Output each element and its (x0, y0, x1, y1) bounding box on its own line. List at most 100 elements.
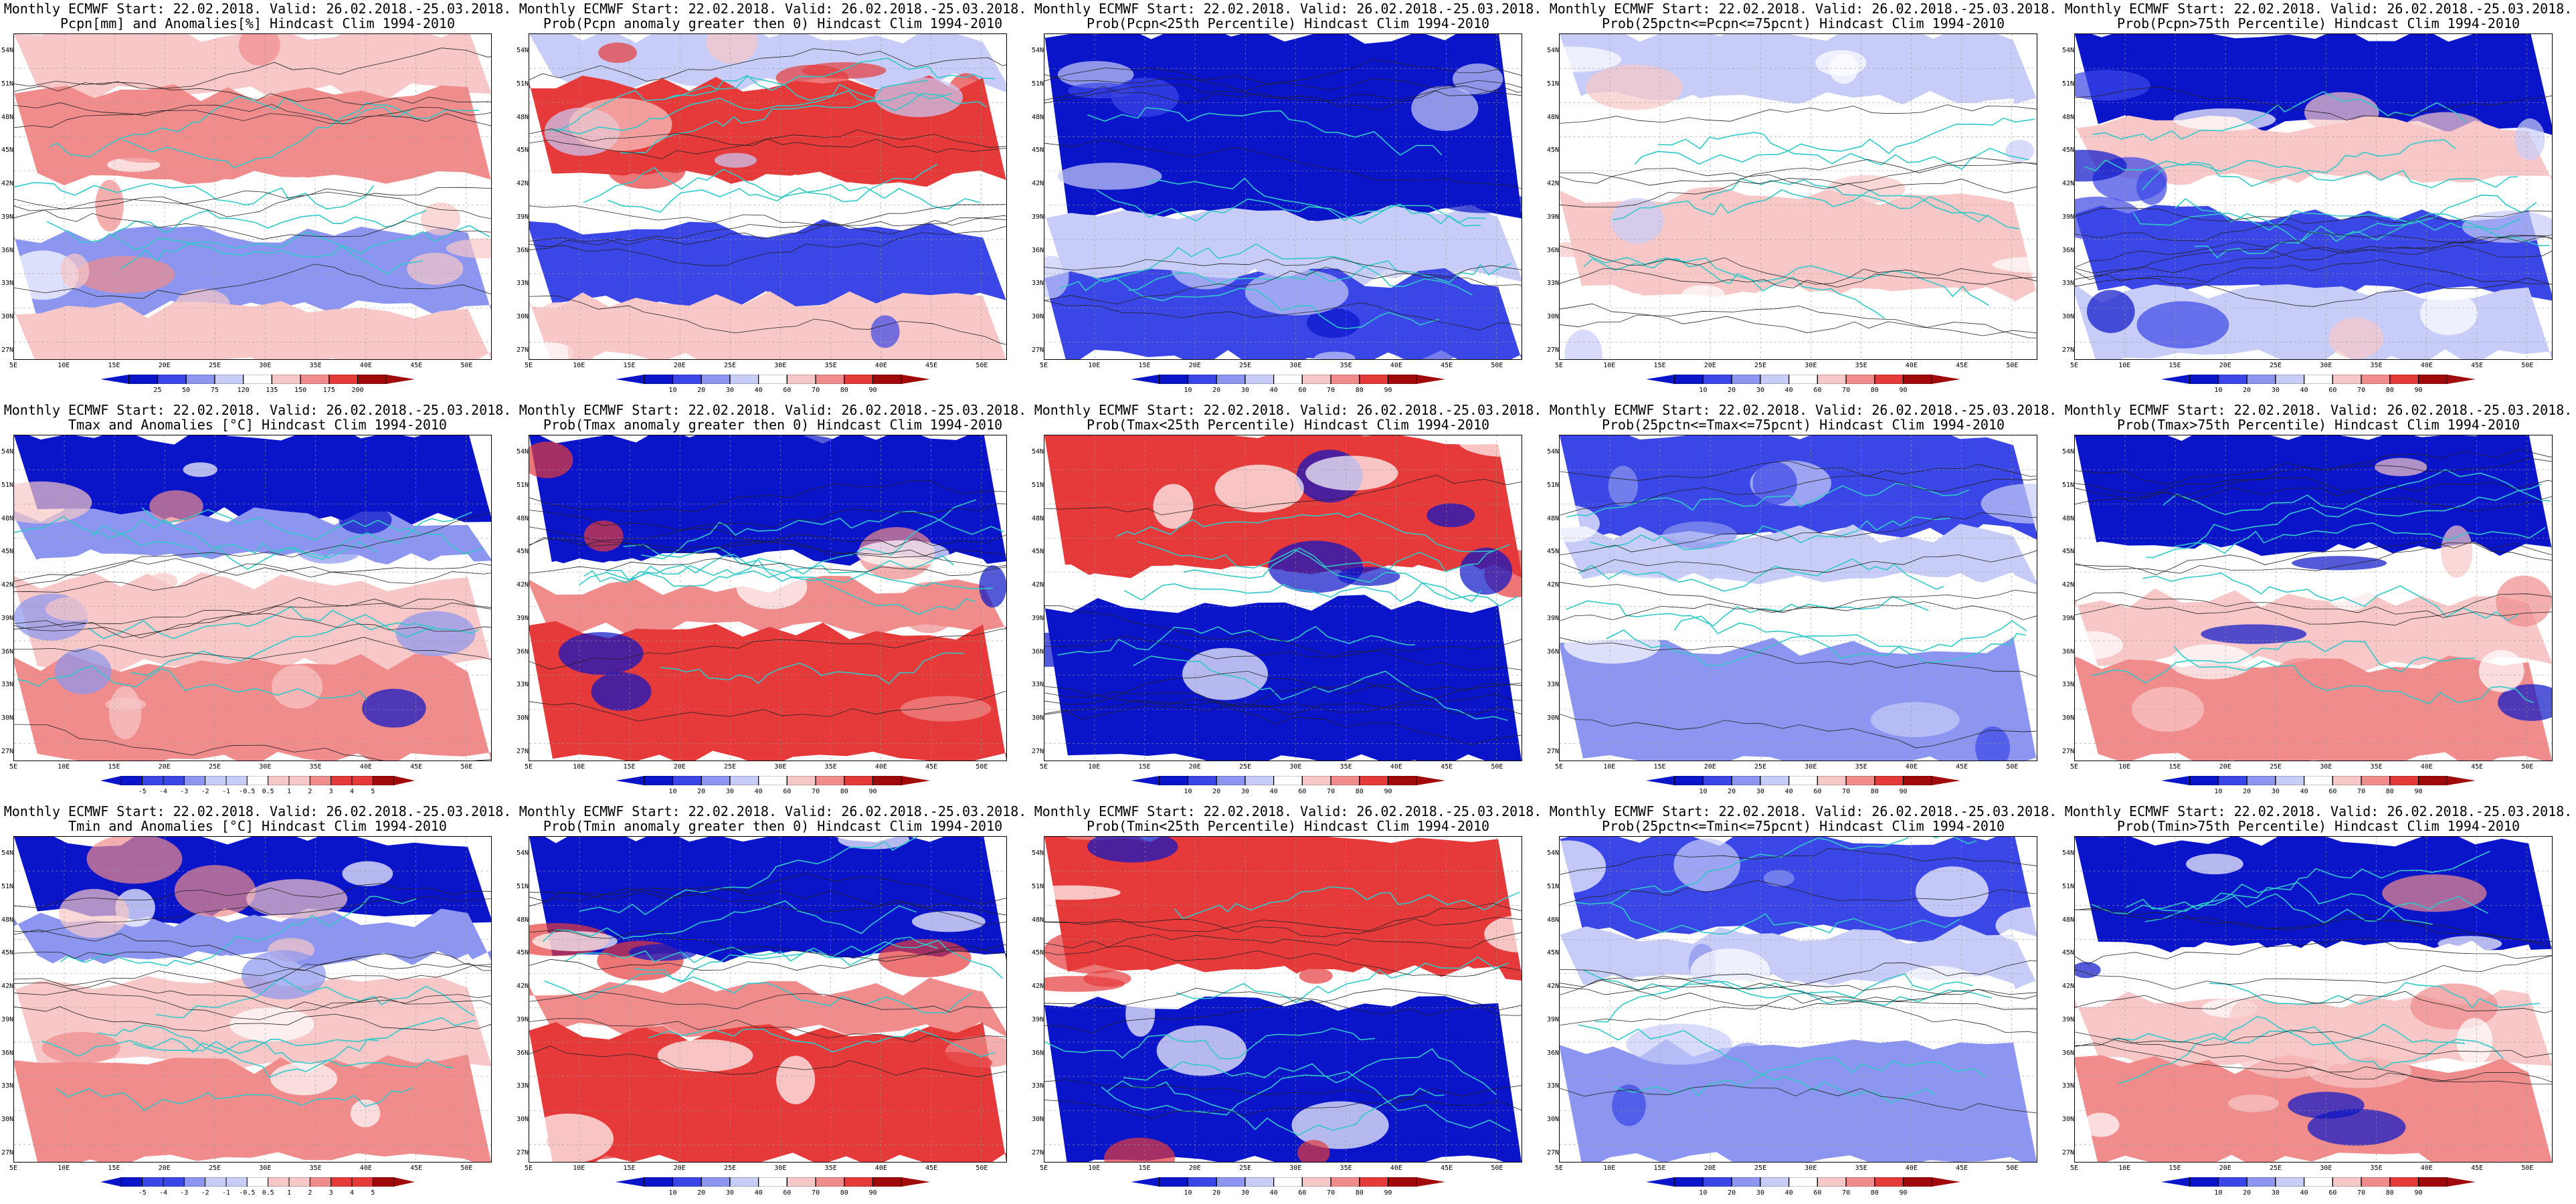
map-panel: Monthly ECMWF Start: 22.02.2018. Valid: … (1030, 0, 1546, 401)
longitude-label: 40E (1390, 763, 1402, 771)
panel-title-line2: Prob(Tmax>75th Percentile) Hindcast Clim… (2116, 417, 2520, 433)
contour-line (14, 883, 491, 908)
contour-line (14, 563, 491, 593)
colorbar-label: 90 (1384, 387, 1392, 394)
anomaly-blob (1044, 633, 1095, 667)
colorbar-swatch (242, 375, 273, 384)
coastline (1594, 973, 1973, 1023)
colorbar-label: 120 (237, 387, 250, 394)
coastline (1613, 1057, 1987, 1096)
latitude-label: 39N (517, 1015, 529, 1023)
latitude-label: 36N (1547, 246, 1560, 254)
color-band (14, 550, 491, 591)
anomaly-blob (1891, 966, 1985, 1016)
panel-title-line2: Prob(Tmin>75th Percentile) Hindcast Clim… (2116, 818, 2520, 834)
latitude-label: 27N (1032, 748, 1044, 755)
latitude-label: 33N (1, 280, 14, 288)
contour-line (1560, 979, 2037, 1033)
colorbar-label: 10 (668, 1189, 677, 1197)
coastline (1575, 902, 1960, 935)
longitude-label: 10E (58, 362, 70, 369)
contour-line (14, 951, 491, 977)
anomaly-blob (1981, 484, 2037, 524)
anomaly-blob (395, 611, 476, 656)
longitude-label: 40E (875, 1165, 887, 1172)
longitude-label: 30E (774, 362, 787, 369)
color-band (1560, 1039, 2037, 1162)
longitude-label: 25E (724, 1165, 737, 1172)
anomaly-blob (104, 130, 190, 163)
longitude-label: 50E (2521, 1165, 2534, 1172)
colorbar-swatch (2389, 375, 2419, 384)
panel-title-line2: Prob(25pctn<=Tmin<=75pcnt) Hindcast Clim… (1601, 818, 2005, 834)
contour-line (1044, 138, 1522, 189)
latitude-label: 42N (1547, 983, 1560, 991)
contour-line (14, 1006, 491, 1031)
colorbar-swatch (872, 1177, 902, 1187)
anomaly-blob (1611, 197, 1664, 244)
colorbar (2161, 375, 2476, 384)
latitude-label: 48N (1032, 113, 1044, 121)
contour-line (1044, 932, 1522, 955)
latitude-label: 27N (517, 346, 529, 354)
latitude-label: 45N (1547, 548, 1560, 556)
colorbar-swatch (1245, 776, 1275, 785)
colorbar-arrow (100, 776, 122, 785)
colorbar-swatch (2217, 375, 2247, 384)
longitude-label: 10E (1603, 763, 1616, 771)
colorbar-label: 70 (812, 788, 820, 795)
anomaly-blob (2498, 684, 2552, 721)
longitude-label: 20E (673, 1165, 686, 1172)
coastline (608, 183, 980, 213)
longitude-label: 15E (2169, 362, 2181, 369)
latitude-label: 33N (1032, 280, 1044, 288)
latitude-label: 39N (517, 614, 529, 622)
anomaly-blob (1560, 986, 1617, 1035)
coastline (1116, 512, 1495, 553)
contour-line (1044, 1098, 1522, 1119)
anomaly-blob (2496, 575, 2552, 627)
colorbar-swatch (757, 776, 788, 785)
coastline (1183, 544, 1510, 579)
colorbar-swatch (844, 1177, 874, 1187)
coastline (2173, 522, 2546, 554)
forecast-map (1559, 836, 2037, 1163)
colorbar-swatch (1731, 1177, 1761, 1187)
longitude-label: 25E (209, 362, 221, 369)
colorbar (1646, 375, 1960, 384)
map-panel: Monthly ECMWF Start: 22.02.2018. Valid: … (1546, 803, 2061, 1204)
colorbar-swatch (329, 375, 359, 384)
contour-line (14, 929, 491, 981)
panel-title-line1: Monthly ECMWF Start: 22.02.2018. Valid: … (1034, 803, 1542, 819)
anomaly-blob (1057, 61, 1134, 88)
colorbar-label: 70 (1842, 788, 1851, 795)
colorbar (100, 776, 415, 785)
latitude-label: 51N (517, 882, 529, 890)
colorbar-swatch (205, 1177, 227, 1187)
longitude-label: 10E (58, 763, 70, 771)
colorbar-label: -1 (221, 1189, 231, 1197)
colorbar-label: 30 (2271, 788, 2280, 795)
longitude-label: 15E (623, 1165, 636, 1172)
colorbar-label: 200 (351, 387, 364, 394)
longitude-label: 50E (976, 763, 988, 771)
colorbar-swatch (1702, 1177, 1732, 1187)
contour-line (14, 187, 491, 217)
colorbar-label: -3 (180, 788, 189, 795)
latitude-label: 33N (1547, 1082, 1560, 1090)
contour-line (2075, 938, 2552, 965)
colorbar-label: 80 (1355, 788, 1364, 795)
colorbar-label: 150 (294, 387, 307, 394)
longitude-label: 15E (108, 362, 120, 369)
colorbar-label: 60 (1813, 387, 1822, 394)
colorbar-label: 80 (840, 1189, 848, 1197)
anomaly-blob (537, 302, 577, 338)
panel-title-line1: Monthly ECMWF Start: 22.02.2018. Valid: … (2064, 402, 2573, 418)
anomaly-blob (802, 62, 887, 79)
longitude-label: 40E (1390, 1165, 1402, 1172)
longitude-label: 25E (1754, 763, 1767, 771)
colorbar-swatch (2275, 1177, 2305, 1187)
coastline (111, 210, 427, 238)
colorbar-swatch (2217, 776, 2247, 785)
colorbar-swatch (701, 1177, 731, 1187)
